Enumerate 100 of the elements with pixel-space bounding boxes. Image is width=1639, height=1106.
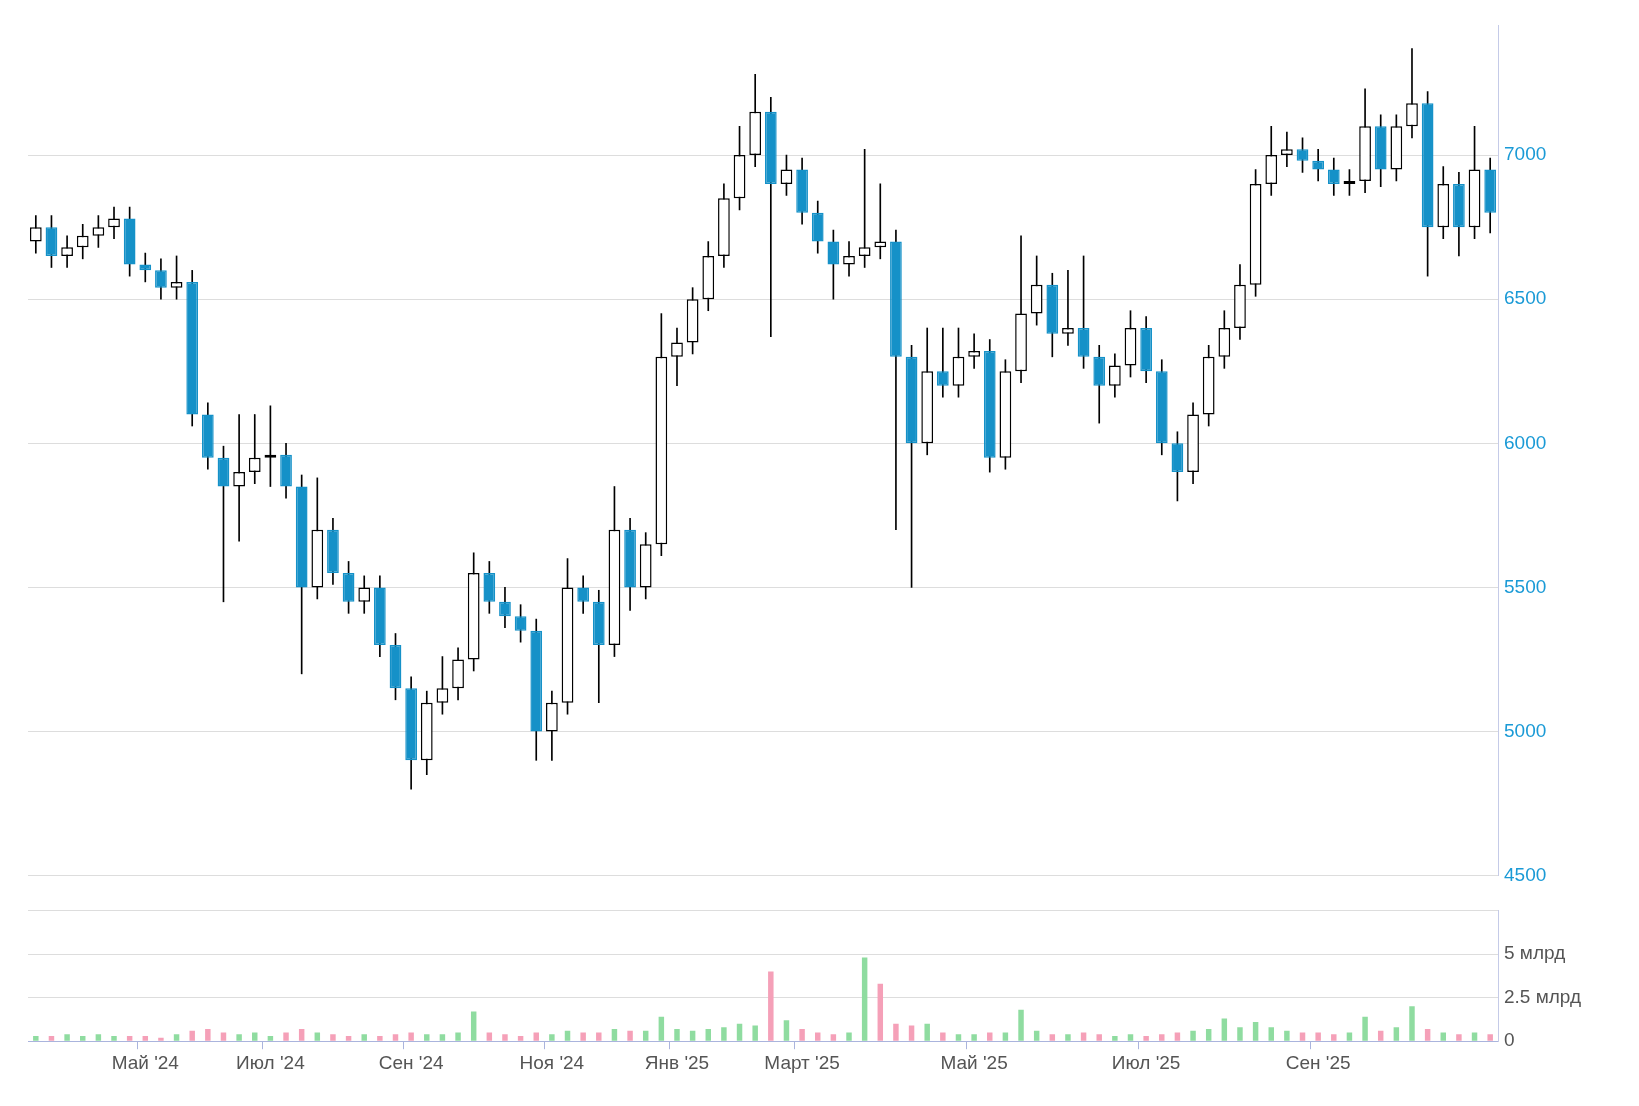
- bar: [971, 1034, 977, 1041]
- bar: [314, 1032, 321, 1041]
- bar: [830, 1034, 837, 1041]
- candlestick: [1406, 48, 1418, 139]
- bar: [1377, 1030, 1384, 1041]
- candlestick: [936, 327, 949, 398]
- bar: [768, 971, 774, 1041]
- bar: [439, 1034, 446, 1041]
- x-tick-label: Сен '24: [378, 1051, 444, 1073]
- bar: [205, 1028, 211, 1041]
- bar: [95, 1034, 102, 1041]
- bar: [64, 1034, 70, 1041]
- bar: [1159, 1034, 1165, 1041]
- candlestick: [1281, 131, 1293, 167]
- bar: [126, 1035, 133, 1041]
- bar: [955, 1034, 962, 1041]
- bar: [1424, 1028, 1431, 1041]
- bar: [1409, 1006, 1415, 1041]
- bar: [533, 1032, 539, 1041]
- bar: [1237, 1027, 1243, 1041]
- y-tick-label: 7000: [1504, 143, 1547, 165]
- candlestick: [139, 252, 152, 283]
- bar: [1440, 1032, 1446, 1041]
- bar: [846, 1032, 852, 1041]
- bar: [1346, 1032, 1353, 1041]
- bar: [1252, 1022, 1259, 1041]
- bar: [517, 1035, 524, 1041]
- bar: [987, 1032, 993, 1041]
- bar: [549, 1034, 555, 1041]
- bar: [158, 1037, 164, 1041]
- bar: [783, 1020, 790, 1041]
- candlestick: [874, 183, 887, 260]
- bar: [674, 1028, 680, 1041]
- bar: [1331, 1034, 1337, 1041]
- bar: [658, 1016, 665, 1041]
- bar: [267, 1035, 274, 1041]
- bar: [924, 1023, 930, 1041]
- bar: [1049, 1034, 1056, 1041]
- y-tick-label: 6000: [1504, 431, 1547, 453]
- bar: [1080, 1032, 1087, 1041]
- bar: [815, 1032, 821, 1041]
- y-tick-label: 5500: [1504, 575, 1547, 597]
- y-tick-label: 5 млрд: [1504, 942, 1566, 964]
- bar: [1299, 1032, 1306, 1041]
- x-tick-label: Май '25: [940, 1051, 1008, 1073]
- bar: [1221, 1018, 1228, 1041]
- bar: [736, 1023, 743, 1041]
- bar: [705, 1028, 711, 1041]
- bar: [173, 1034, 180, 1041]
- bar: [1284, 1030, 1290, 1041]
- bar: [236, 1034, 242, 1041]
- bar: [189, 1030, 195, 1041]
- bar: [1033, 1030, 1040, 1041]
- bar: [752, 1025, 758, 1041]
- bar: [220, 1032, 227, 1041]
- bar: [1065, 1034, 1071, 1041]
- x-tick-label: Июл '24: [236, 1051, 306, 1073]
- bar: [642, 1030, 649, 1041]
- bar: [1112, 1035, 1118, 1041]
- bar: [392, 1034, 399, 1041]
- bar: [1190, 1030, 1196, 1041]
- bar: [564, 1030, 571, 1041]
- bar: [486, 1032, 493, 1041]
- y-tick-label: 6500: [1504, 287, 1547, 309]
- bar: [1127, 1034, 1134, 1041]
- bar: [80, 1035, 86, 1041]
- bar: [1205, 1028, 1212, 1041]
- bar: [1362, 1016, 1368, 1041]
- x-tick-label: Июл '25: [1111, 1051, 1181, 1073]
- bar: [611, 1028, 618, 1041]
- bar: [111, 1035, 117, 1041]
- x-tick-label: Май '24: [111, 1051, 180, 1073]
- bar: [1393, 1027, 1400, 1041]
- bar: [1018, 1009, 1024, 1041]
- y-tick-label: 5000: [1504, 719, 1547, 741]
- bar: [908, 1025, 915, 1041]
- bar: [1002, 1032, 1009, 1041]
- y-tick-label: 0: [1504, 1029, 1515, 1051]
- bar: [893, 1023, 899, 1041]
- y-tick-label: 2.5 млрд: [1504, 985, 1582, 1007]
- x-tick-label: Ноя '24: [519, 1051, 585, 1073]
- bar: [1096, 1034, 1102, 1041]
- bar: [689, 1030, 696, 1041]
- bar: [877, 983, 884, 1041]
- candlestick: [248, 414, 261, 484]
- bar: [1487, 1034, 1493, 1041]
- bar: [940, 1032, 946, 1041]
- bar: [298, 1028, 305, 1041]
- bar: [470, 1011, 477, 1041]
- bar: [1315, 1032, 1321, 1041]
- x-tick-label: Март '25: [764, 1051, 840, 1073]
- bar: [408, 1032, 414, 1041]
- bar: [252, 1032, 258, 1041]
- bar: [1471, 1032, 1478, 1041]
- bar: [799, 1028, 805, 1041]
- bar: [502, 1034, 508, 1041]
- bar: [1143, 1035, 1149, 1041]
- x-tick-label: Сен '25: [1285, 1051, 1351, 1073]
- bar: [1456, 1034, 1462, 1041]
- x-tick-label: Янв '25: [644, 1051, 710, 1073]
